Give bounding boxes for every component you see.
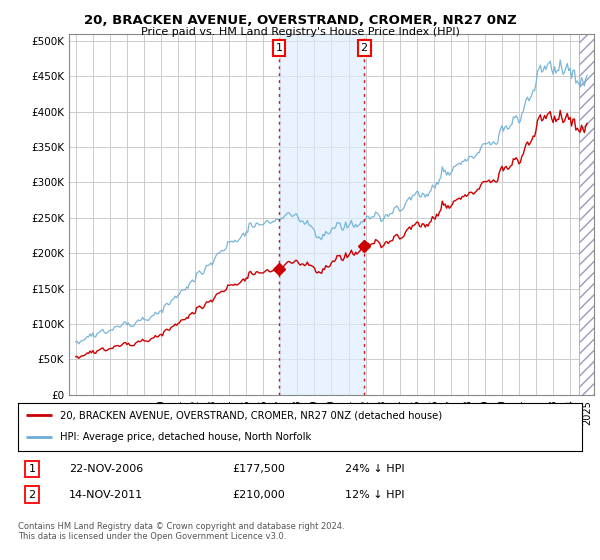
Text: 1: 1 — [29, 464, 35, 474]
Text: 1: 1 — [275, 43, 283, 53]
Text: HPI: Average price, detached house, North Norfolk: HPI: Average price, detached house, Nort… — [60, 432, 311, 442]
Text: 12% ↓ HPI: 12% ↓ HPI — [345, 489, 404, 500]
Bar — [578, 34, 596, 395]
Text: £210,000: £210,000 — [232, 489, 285, 500]
Text: Contains HM Land Registry data © Crown copyright and database right 2024.
This d: Contains HM Land Registry data © Crown c… — [18, 522, 344, 542]
Text: 2: 2 — [361, 43, 368, 53]
Bar — [279, 34, 364, 395]
Text: 22-NOV-2006: 22-NOV-2006 — [69, 464, 143, 474]
Text: £177,500: £177,500 — [232, 464, 285, 474]
Text: 20, BRACKEN AVENUE, OVERSTRAND, CROMER, NR27 0NZ: 20, BRACKEN AVENUE, OVERSTRAND, CROMER, … — [83, 14, 517, 27]
Text: 2: 2 — [29, 489, 35, 500]
Text: Price paid vs. HM Land Registry's House Price Index (HPI): Price paid vs. HM Land Registry's House … — [140, 27, 460, 37]
Text: 20, BRACKEN AVENUE, OVERSTRAND, CROMER, NR27 0NZ (detached house): 20, BRACKEN AVENUE, OVERSTRAND, CROMER, … — [60, 410, 442, 420]
Text: 24% ↓ HPI: 24% ↓ HPI — [345, 464, 405, 474]
Text: 14-NOV-2011: 14-NOV-2011 — [69, 489, 143, 500]
